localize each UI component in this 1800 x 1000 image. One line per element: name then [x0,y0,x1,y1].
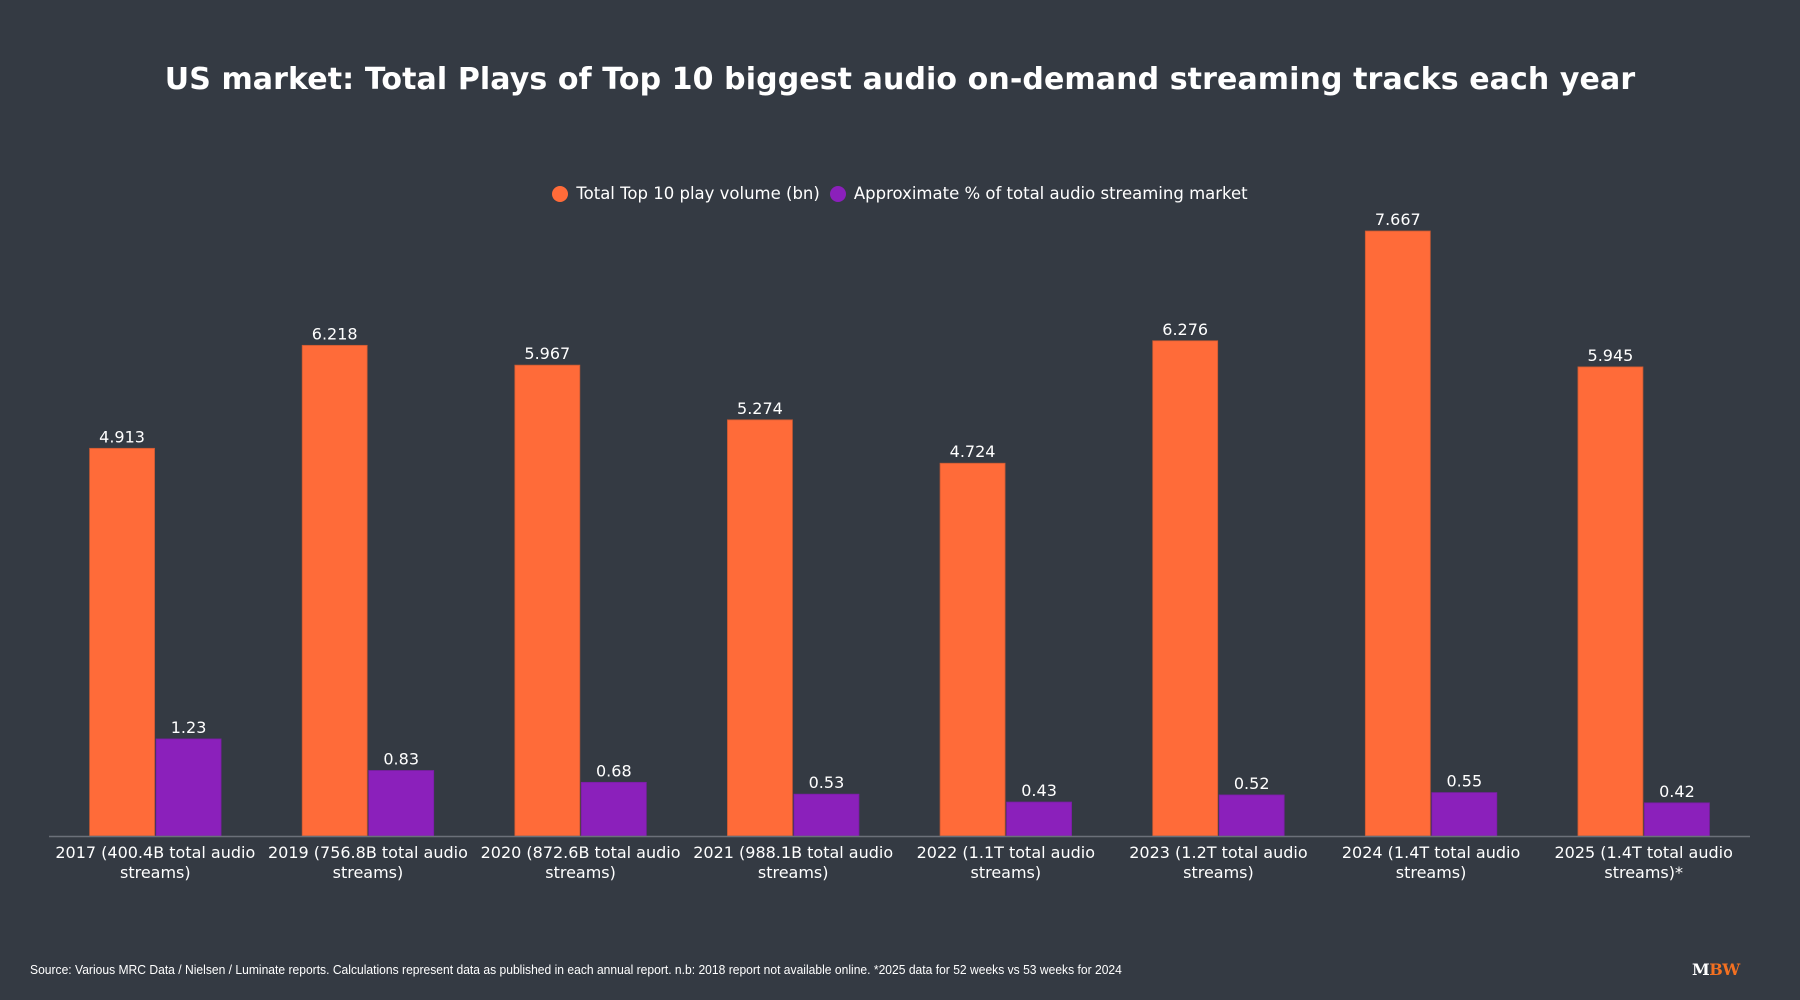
bar-market-share[interactable] [368,770,435,837]
data-label-play-volume: 4.913 [99,427,145,446]
chart-legend: Total Top 10 play volume (bn) Approximat… [0,184,1800,203]
data-label-play-volume: 4.724 [950,442,996,461]
x-tick-label-line: streams) [120,863,191,882]
data-label-market-share: 0.55 [1447,772,1483,791]
chart-title: US market: Total Plays of Top 10 biggest… [164,62,1636,97]
mbw-logo: MBW [1692,960,1740,979]
x-tick-label-line: 2022 (1.1T total audio [917,843,1095,862]
data-label-play-volume: 5.967 [524,344,570,363]
x-tick-label: 2025 (1.4T total audio streams)* [1555,843,1733,882]
x-tick-label-line: streams) [970,863,1041,882]
data-label-play-volume: 5.945 [1588,346,1634,365]
x-tick-label-line: 2025 (1.4T total audio [1555,843,1733,862]
x-tick-label-line: streams) [333,863,404,882]
x-tick-label-line: 2019 (756.8B total audio [268,843,468,862]
x-tick-label-line: 2024 (1.4T total audio [1342,843,1520,862]
bar-play-volume[interactable] [89,447,155,837]
x-tick-label-line: streams)* [1604,863,1683,882]
bar-market-share[interactable] [1218,794,1285,837]
legend-marker-play-volume [552,185,569,202]
bar-market-share[interactable] [1431,792,1498,837]
legend-item-play-volume[interactable]: Total Top 10 play volume (bn) [552,184,820,203]
bar-play-volume[interactable] [1152,340,1219,837]
x-tick-label-line: 2020 (872.6B total audio [481,843,681,862]
x-tick-label-line: streams) [1183,863,1254,882]
logo-bw: BW [1709,960,1740,979]
data-label-play-volume: 5.274 [737,399,783,418]
x-tick-label: 2022 (1.1T total audio streams) [917,843,1095,882]
x-tick-label-line: streams) [545,863,616,882]
logo-m: M [1692,960,1710,979]
data-label-market-share: 0.68 [596,761,632,780]
bar-market-share[interactable] [580,781,647,837]
data-label-market-share: 0.42 [1659,782,1695,801]
data-label-market-share: 1.23 [171,718,207,737]
data-label-play-volume: 7.667 [1375,210,1421,229]
bar-market-share[interactable] [1644,802,1710,837]
bar-market-share[interactable] [1006,801,1072,837]
x-tick-label: 2019 (756.8B total audio streams) [268,843,468,882]
x-tick-label: 2024 (1.4T total audio streams) [1342,843,1520,882]
x-tick-label: 2017 (400.4B total audio streams) [55,843,255,882]
bar-play-volume[interactable] [514,364,581,837]
bar-play-volume[interactable] [727,419,793,837]
x-tick-label-line: 2021 (988.1B total audio [693,843,893,862]
x-tick-label: 2021 (988.1B total audio streams) [693,843,893,882]
bar-play-volume[interactable] [1577,366,1644,837]
bar-play-volume[interactable] [301,344,368,837]
data-label-market-share: 0.43 [1021,781,1057,800]
x-tick-label-line: streams) [1396,863,1467,882]
legend-item-market-share[interactable]: Approximate % of total audio streaming m… [829,184,1248,203]
data-label-play-volume: 6.276 [1162,320,1208,339]
x-tick-label: 2020 (872.6B total audio streams) [481,843,681,882]
legend-marker-market-share [829,185,846,202]
x-tick-label-line: 2023 (1.2T total audio [1129,843,1307,862]
source-note: Source: Various MRC Data / Nielsen / Lum… [30,962,1122,977]
x-tick-label-line: 2017 (400.4B total audio [55,843,255,862]
bar-market-share[interactable] [793,793,860,837]
data-label-play-volume: 6.218 [312,324,358,343]
data-label-market-share: 0.53 [809,773,845,792]
x-tick-label: 2023 (1.2T total audio streams) [1129,843,1307,882]
data-label-market-share: 0.52 [1234,774,1270,793]
bar-play-volume[interactable] [939,462,1006,837]
x-tick-label-line: streams) [758,863,829,882]
bar-market-share[interactable] [155,738,222,837]
legend-label-play-volume: Total Top 10 play volume (bn) [576,184,820,203]
legend-label-market-share: Approximate % of total audio streaming m… [853,184,1248,203]
bar-play-volume[interactable] [1364,230,1431,837]
data-label-market-share: 0.83 [383,750,419,769]
